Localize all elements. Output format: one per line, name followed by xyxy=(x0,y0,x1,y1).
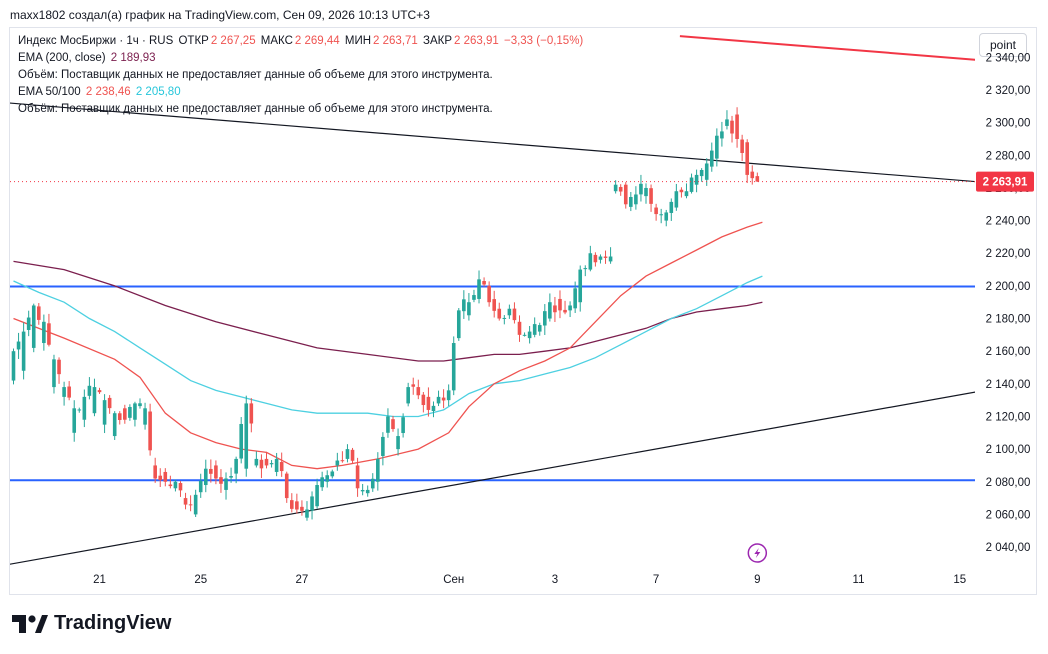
legend-ema200[interactable]: EMA (200, close) 2 189,93 xyxy=(18,52,158,64)
legend-low-value: 2 263,71 xyxy=(373,35,418,47)
legend-symbol[interactable]: Индекс МосБиржи · 1ч · RUS xyxy=(18,35,174,47)
legend-high-label: МАКС xyxy=(260,35,293,47)
legend-high-value: 2 269,44 xyxy=(294,35,340,47)
legend-close-label: ЗАКР xyxy=(423,35,453,47)
legend-ema50-value: 2 238,46 xyxy=(85,86,131,98)
legend-open-value: 2 267,25 xyxy=(210,35,256,47)
tradingview-logo[interactable]: TradingView xyxy=(12,612,171,635)
legend-ema200-value: 2 189,93 xyxy=(110,52,156,64)
attribution-text: maxx1802 создал(а) график на TradingView… xyxy=(10,8,430,22)
legend-open-label: ОТКР xyxy=(178,35,209,47)
legend-volume-note-1: Объём: Поставщик данных не предоставляет… xyxy=(18,69,493,81)
legend-ohlc: Индекс МосБиржи · 1ч · RUS ОТКР 2 267,25 … xyxy=(18,35,585,47)
legend-volume-note-2: Объём: Поставщик данных не предоставляет… xyxy=(18,103,493,115)
legend-ema-50-100[interactable]: EMA 50/100 2 238,46 2 205,80 xyxy=(18,86,183,98)
legend-ema100-value: 2 205,80 xyxy=(135,86,181,98)
tradingview-logo-text: TradingView xyxy=(54,612,172,634)
chart-frame[interactable] xyxy=(9,27,1037,595)
legend-ema200-label: EMA (200, close) xyxy=(18,52,106,64)
legend-change: −3,33 (−0,15%) xyxy=(503,35,584,47)
legend-close-value: 2 263,91 xyxy=(454,35,499,47)
price-scale-mode-button[interactable]: point xyxy=(979,33,1027,57)
tradingview-logo-icon xyxy=(12,614,48,633)
legend-low-label: МИН xyxy=(344,35,372,47)
legend-ema-50-100-label: EMA 50/100 xyxy=(18,86,81,98)
